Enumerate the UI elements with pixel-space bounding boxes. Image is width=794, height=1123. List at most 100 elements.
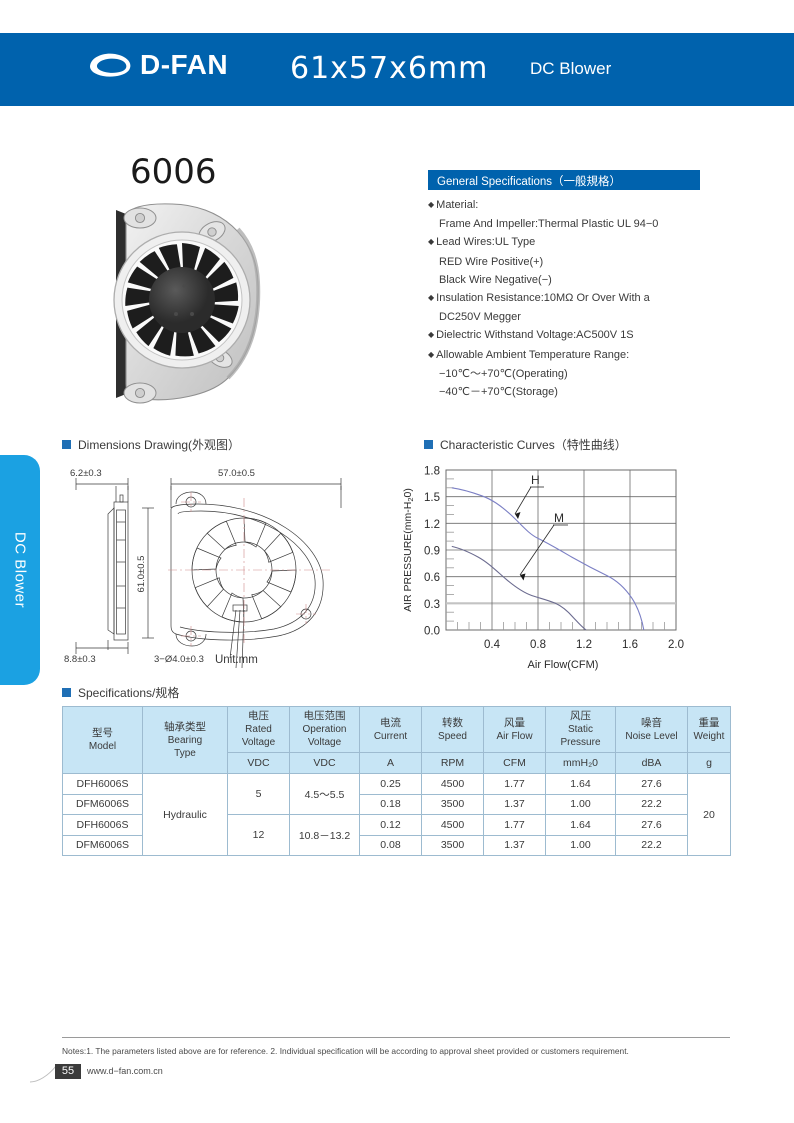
table-row: DFM6006S 0.08 3500 1.37 1.00 22.2 — [62, 834, 731, 856]
curve-label-m: M — [554, 511, 564, 525]
table-row: DFH6006S 12 10.8－13.2 0.12 4500 1.77 1.6… — [62, 814, 731, 856]
characteristic-curves-title: Characteristic Curves（特性曲线） — [424, 436, 627, 453]
specifications-table: 型号 Model 轴承类型 Bearing Type 电压 Rated Volt… — [62, 706, 731, 856]
general-specifications-header: General Specifications（一般規格） — [428, 170, 700, 190]
header-size: 61x57x6mm — [290, 51, 489, 86]
dim-holes: 3−Ø4.0±0.3 — [154, 654, 204, 665]
footer-url[interactable]: www.d−fan.com.cn — [87, 1066, 163, 1076]
cell-operation-voltage: 10.8－13.2 — [289, 814, 360, 856]
spec-line: Dielectric Withstand Voltage:AC500V 1S — [428, 326, 728, 345]
th-air-flow: 风量 Air Flow — [483, 706, 546, 753]
cell-air-flow: 1.77 — [483, 814, 546, 836]
y-tick: 1.2 — [424, 519, 440, 531]
cell-weight: 20 — [687, 773, 731, 856]
footer-swoosh-icon — [29, 1062, 60, 1084]
th-noise-level: 噪音 Noise Level — [615, 706, 688, 753]
bullet-square-icon — [62, 440, 71, 449]
bullet-square-icon — [62, 688, 71, 697]
x-axis-label: Air Flow(CFM) — [528, 659, 599, 671]
cell-speed: 3500 — [421, 793, 484, 815]
dim-width: 57.0±0.5 — [218, 468, 255, 479]
product-photo — [100, 196, 300, 411]
footer-divider — [62, 1037, 730, 1038]
spec-line: −40℃－+70℃(Storage) — [439, 386, 558, 399]
unit-label: Unit:mm — [215, 654, 258, 666]
table-row: DFH6006S Hydraulic 5 4.5～5.5 0.25 4500 1… — [62, 773, 731, 856]
specifications-title: Specifications/规格 — [62, 684, 179, 701]
unit-noise-level: dBA — [615, 752, 688, 774]
curve-h — [451, 487, 645, 631]
unit-speed: RPM — [421, 752, 484, 774]
header-product-type: DC Blower — [530, 59, 612, 78]
y-tick: 1.8 — [424, 466, 440, 478]
x-tick: 2.0 — [668, 639, 684, 651]
cell-current: 0.08 — [359, 834, 422, 856]
cell-bearing-type: Hydraulic — [142, 773, 228, 856]
x-tick: 0.4 — [484, 639, 501, 651]
cell-current: 0.18 — [359, 793, 422, 815]
sidebar-tab-label: DC Blower — [11, 531, 29, 609]
ellipse-eye-logo-icon — [88, 51, 134, 79]
y-tick: 0.9 — [424, 546, 440, 558]
spec-line: RED Wire Positive(+) — [439, 255, 544, 268]
x-tick: 0.8 — [530, 639, 546, 651]
cell-speed: 4500 — [421, 814, 484, 836]
y-axis-label: AIR PRESSURE(mm-H20) — [402, 488, 415, 612]
th-weight: 重量 Weight — [687, 706, 731, 753]
brand-name: D-FAN — [140, 49, 229, 80]
dim-thickness-bottom: 8.8±0.3 — [64, 654, 96, 665]
unit-air-flow: CFM — [483, 752, 546, 774]
page-header: D-FAN 61x57x6mm DC Blower — [0, 33, 794, 106]
sidebar-tab-dc-blower[interactable]: DC Blower — [0, 455, 40, 685]
cell-static-pressure: 1.64 — [545, 814, 616, 836]
th-rated-voltage: 电压 Rated Voltage — [227, 706, 290, 753]
cell-current: 0.25 — [359, 773, 422, 795]
characteristic-curves-chart: H M 1.8 1.5 1.2 0.9 0.6 0.3 0.0 0.4 — [398, 462, 728, 677]
spec-line: Material: — [428, 196, 728, 215]
unit-operation-voltage: VDC — [289, 752, 360, 774]
unit-static-pressure: mmH₂0 — [545, 752, 616, 774]
x-tick: 1.2 — [576, 639, 592, 651]
general-specifications-title: General Specifications（一般規格） — [437, 176, 622, 188]
cell-static-pressure: 1.00 — [545, 793, 616, 815]
dim-thickness-top: 6.2±0.3 — [70, 468, 102, 479]
cell-current: 0.12 — [359, 814, 422, 836]
x-tick: 1.6 — [622, 639, 638, 651]
dimensions-drawing: 6.2±0.3 8.8±0.3 57.0±0.5 61.0±0.5 3−Ø4.0… — [58, 462, 398, 674]
cell-rated-voltage: 12 — [227, 814, 290, 856]
spec-line: Allowable Ambient Temperature Range: — [428, 346, 728, 365]
cell-noise: 22.2 — [615, 793, 688, 815]
curve-m — [451, 545, 587, 631]
y-tick: 0.0 — [424, 626, 440, 638]
cell-air-flow: 1.77 — [483, 773, 546, 795]
th-speed: 转数 Speed — [421, 706, 484, 753]
unit-rated-voltage: VDC — [227, 752, 290, 774]
th-model: 型号 Model — [62, 706, 143, 774]
curve-label-h: H — [531, 473, 540, 487]
footer-notes: Notes:1. The parameters listed above are… — [62, 1046, 629, 1056]
cell-operation-voltage: 4.5～5.5 — [289, 773, 360, 815]
cell-noise: 22.2 — [615, 834, 688, 856]
cell-noise: 27.6 — [615, 773, 688, 795]
cell-model: DFH6006S — [62, 814, 143, 836]
page-number: 55 — [55, 1064, 81, 1079]
dim-height: 61.0±0.5 — [136, 556, 147, 593]
cell-speed: 4500 — [421, 773, 484, 795]
brand-logo: D-FAN — [88, 51, 228, 79]
cell-noise: 27.6 — [615, 814, 688, 836]
th-bearing-type: 轴承类型 Bearing Type — [142, 706, 228, 774]
unit-weight: g — [687, 752, 731, 774]
th-static-pressure: 风压 Static Pressure — [545, 706, 616, 753]
spec-line: Black Wire Negative(−) — [439, 273, 552, 286]
spec-line: Frame And Impeller:Thermal Plastic UL 94… — [439, 218, 659, 231]
cell-static-pressure: 1.64 — [545, 773, 616, 795]
cell-air-flow: 1.37 — [483, 793, 546, 815]
th-operation-voltage: 电压范围 Operation Voltage — [289, 706, 360, 753]
cell-static-pressure: 1.00 — [545, 834, 616, 856]
page-title: 6006 — [130, 152, 217, 192]
unit-current: A — [359, 752, 422, 774]
spec-line: Insulation Resistance:10MΩ Or Over With … — [428, 289, 728, 308]
spec-line: −10℃～+70℃(Operating) — [439, 367, 568, 380]
cell-speed: 3500 — [421, 834, 484, 856]
